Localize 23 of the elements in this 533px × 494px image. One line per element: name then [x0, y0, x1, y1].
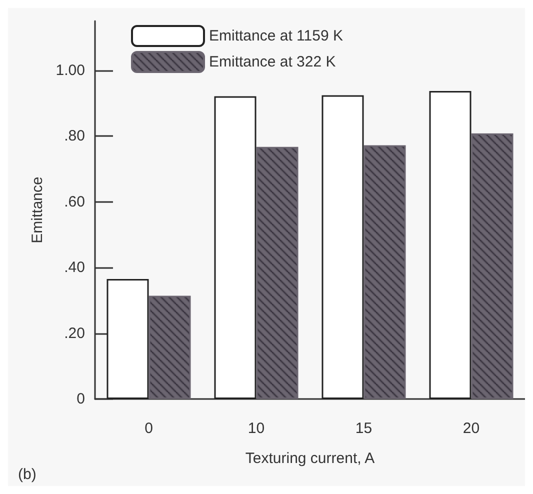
bar [106, 279, 149, 399]
text: (b) [18, 466, 36, 483]
x-tick-label: 0 [144, 420, 153, 437]
y-tick-label: .20 [64, 324, 85, 342]
bar [214, 96, 256, 399]
bar [429, 91, 472, 399]
bar [148, 296, 191, 399]
legend-label: Emittance at 322 K [209, 54, 336, 70]
y-axis-title: Emittance [28, 176, 46, 244]
x-tick-label: 15 [355, 420, 372, 437]
bar [471, 133, 514, 399]
y-tick-label: .60 [64, 193, 85, 210]
y-tick-label: 1.00 [56, 62, 85, 79]
x-tick-label: 10 [248, 420, 265, 437]
bar [322, 95, 364, 399]
y-tick-label: .80 [64, 128, 85, 145]
bar [364, 145, 406, 399]
legend-label: Emittance at 1159 K [209, 28, 343, 44]
y-tick-label: 0 [76, 390, 85, 408]
x-tick-label: 20 [462, 420, 480, 437]
y-tick-label: .40 [64, 259, 85, 276]
x-axis-title: Texturing current, A [245, 450, 375, 467]
bar [256, 146, 298, 399]
